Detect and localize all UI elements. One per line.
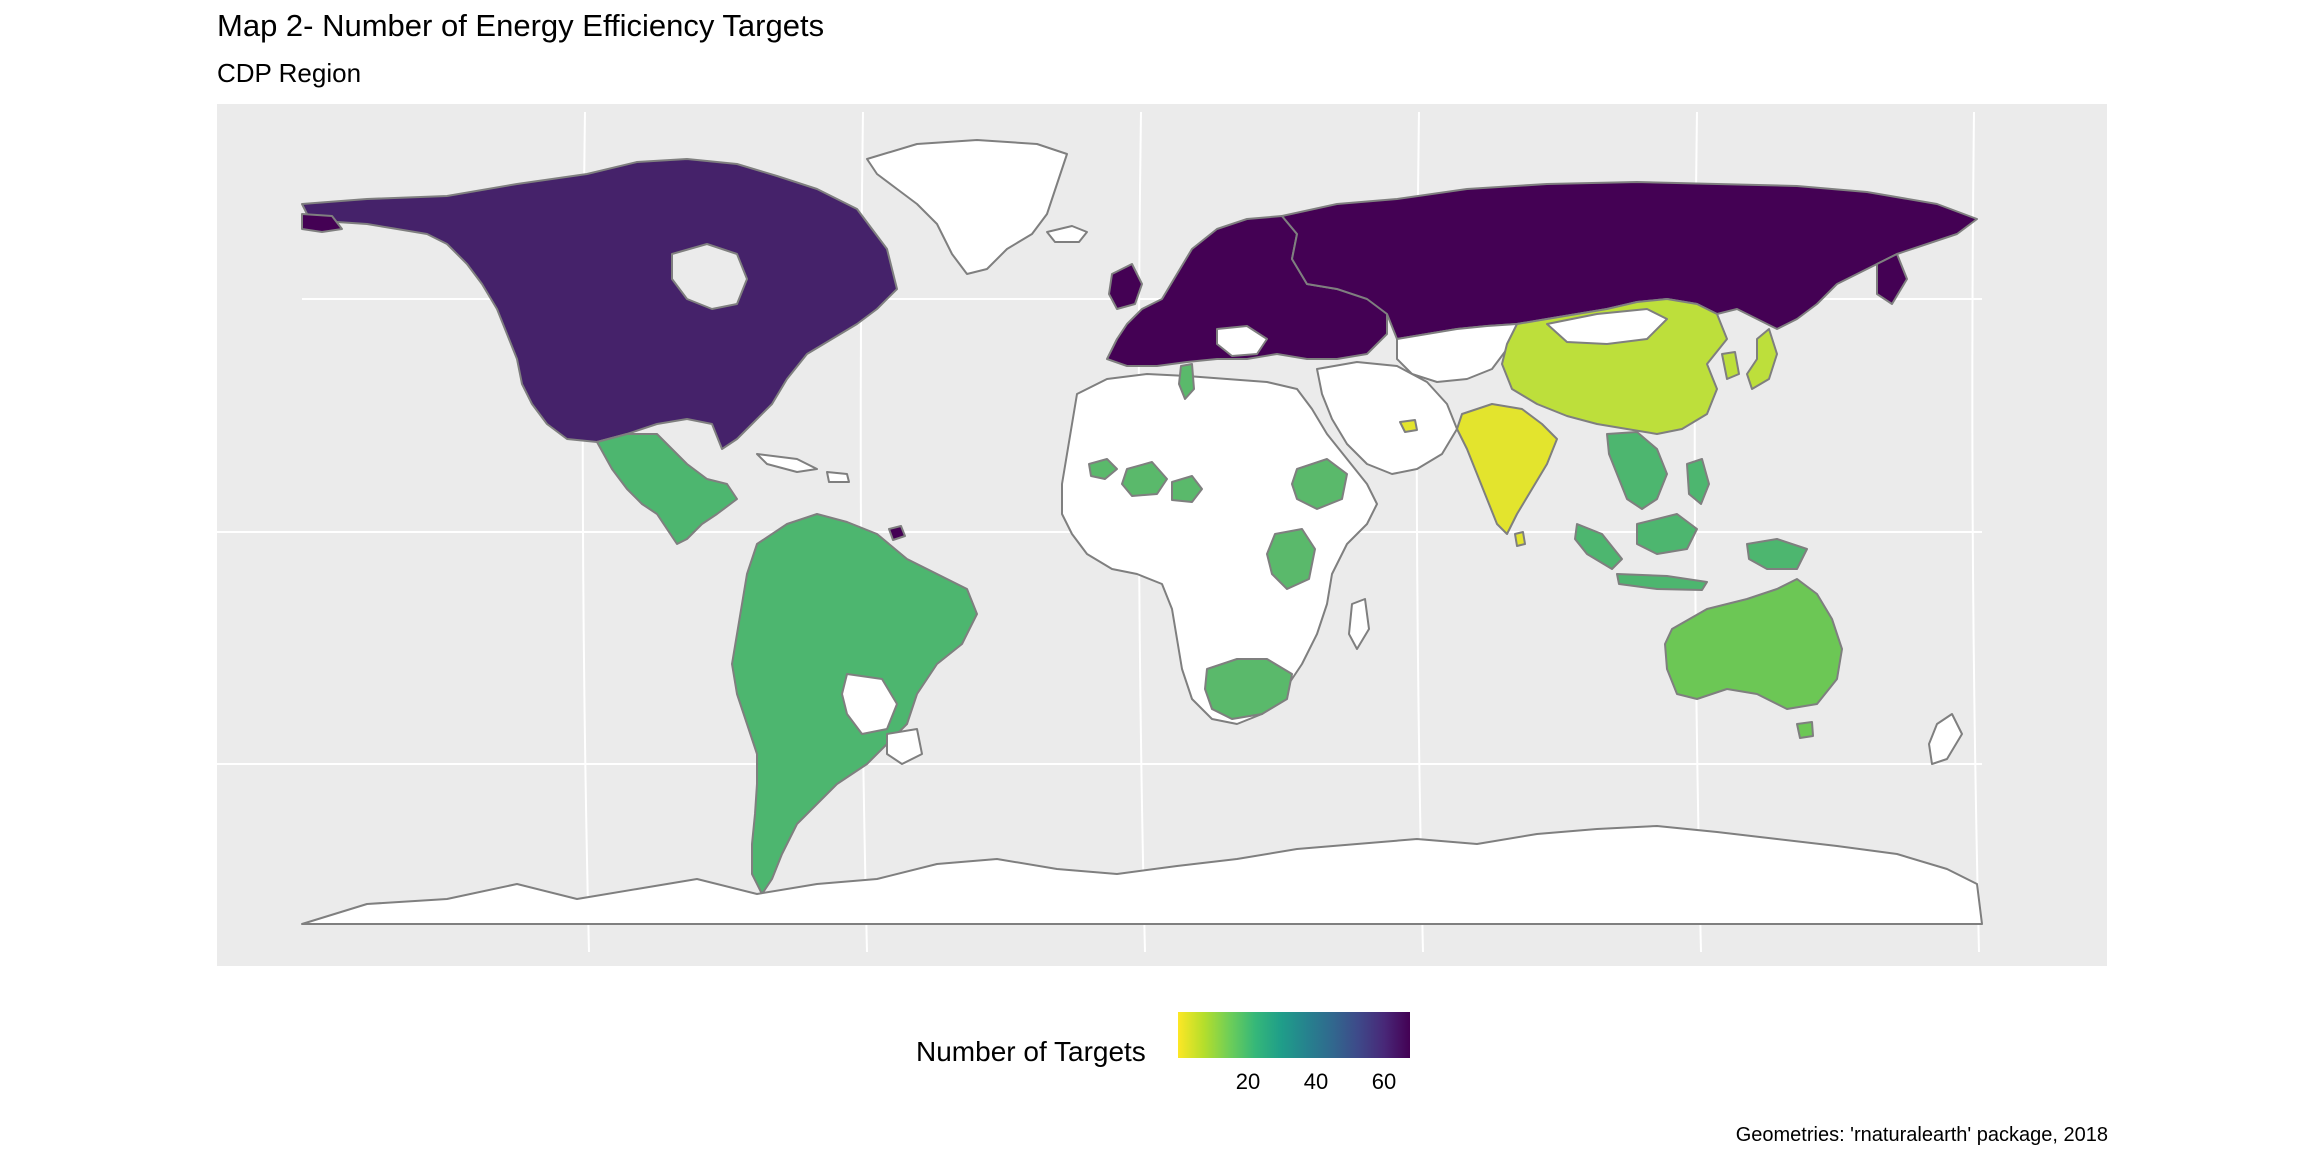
country-malaysia-borneo xyxy=(1636,513,1698,555)
legend-tick-20 xyxy=(1247,1058,1249,1065)
country-uae xyxy=(1399,419,1418,433)
legend-tick-40 xyxy=(1315,1058,1317,1065)
legend-tick-label-40: 40 xyxy=(1303,1069,1329,1094)
region-british-isles xyxy=(1108,263,1143,310)
country-india xyxy=(1456,403,1558,535)
country-greenland xyxy=(866,139,1068,275)
country-tanzania xyxy=(1266,528,1316,590)
map-subtitle: CDP Region xyxy=(217,58,362,88)
country-philippines xyxy=(1686,458,1710,505)
country-japan xyxy=(1746,328,1778,390)
country-balkans xyxy=(1216,325,1268,357)
legend-tick-60 xyxy=(1383,1058,1385,1065)
country-korea xyxy=(1721,351,1740,380)
country-bolivia xyxy=(841,673,898,735)
region-kamchatka xyxy=(1876,253,1908,305)
country-sri-lanka xyxy=(1514,531,1526,547)
map-panel xyxy=(217,104,2107,966)
water-hudson-bay xyxy=(671,243,748,310)
legend-colorbar xyxy=(1178,1012,1410,1058)
country-vietnam-thailand xyxy=(1606,431,1668,510)
region-west-africa xyxy=(1088,458,1118,480)
country-tunisia xyxy=(1178,363,1195,400)
country-australia xyxy=(1664,578,1843,710)
country-south-africa xyxy=(1204,658,1293,720)
region-mexico-central-america xyxy=(596,433,738,545)
country-indonesia-java xyxy=(1616,573,1708,591)
country-hispaniola xyxy=(826,471,850,483)
region-alaska-tip xyxy=(301,213,343,233)
region-middle-east xyxy=(1316,361,1458,475)
map-caption: Geometries: 'rnaturalearth' package, 201… xyxy=(1735,1124,2108,1146)
country-nigeria xyxy=(1171,475,1203,503)
graticule-line-lon-180 xyxy=(1971,111,1980,953)
world-map xyxy=(217,111,1983,953)
country-new-zealand xyxy=(1928,713,1963,765)
region-north-america xyxy=(301,158,898,450)
legend-tick-label-20: 20 xyxy=(1235,1069,1261,1094)
country-cote-divoire-ghana xyxy=(1121,461,1168,497)
legend-title: Number of Targets xyxy=(916,1036,1146,1067)
country-french-guiana xyxy=(888,525,906,541)
region-central-asia xyxy=(1396,323,1518,383)
legend-tick-label-60: 60 xyxy=(1371,1069,1397,1094)
country-iceland xyxy=(1046,225,1088,243)
region-antarctica xyxy=(301,825,1983,925)
country-ethiopia xyxy=(1291,458,1348,510)
country-paraguay xyxy=(886,728,923,765)
country-cuba xyxy=(756,453,818,473)
country-tasmania xyxy=(1796,721,1814,739)
country-mongolia xyxy=(1546,308,1668,345)
country-madagascar xyxy=(1348,598,1370,650)
map-title: Map 2- Number of Energy Efficiency Targe… xyxy=(217,8,825,43)
country-indonesia-sumatra xyxy=(1574,523,1623,570)
country-papua xyxy=(1746,538,1808,570)
region-russia xyxy=(1281,181,1978,340)
